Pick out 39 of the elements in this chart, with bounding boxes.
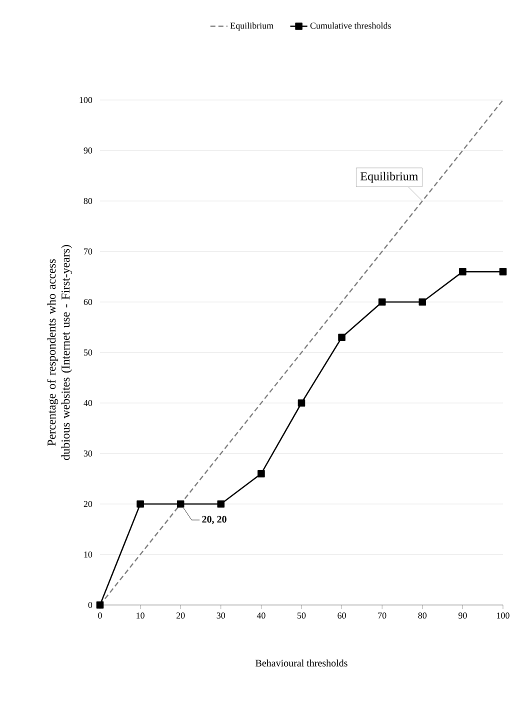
annotation: Equilibrium bbox=[360, 172, 418, 183]
point bbox=[459, 268, 466, 276]
y-tick-label: 40 bbox=[84, 400, 92, 406]
point bbox=[176, 500, 184, 508]
y-tick-label: 10 bbox=[84, 551, 92, 558]
point bbox=[338, 334, 346, 341]
point bbox=[96, 601, 104, 609]
y-tick-label: 70 bbox=[84, 248, 92, 255]
y-tick-label: 30 bbox=[84, 450, 92, 457]
x-tick-label: 100 bbox=[497, 612, 510, 619]
y-tick-label: 0 bbox=[88, 602, 92, 608]
point bbox=[136, 500, 144, 508]
y-tick-label: 90 bbox=[84, 147, 92, 154]
y-tick-label: 60 bbox=[84, 298, 92, 306]
x-tick-label: 40 bbox=[256, 612, 266, 619]
point bbox=[418, 298, 426, 306]
point bbox=[258, 470, 265, 478]
x-tick-label: 90 bbox=[458, 612, 467, 619]
point bbox=[378, 298, 386, 306]
x-tick-label: 30 bbox=[216, 612, 226, 619]
y-tick-label: 50 bbox=[84, 349, 92, 356]
y-axis-title: Percentage of respondents who access dubious websites (Internet use - First-years) bbox=[47, 245, 72, 460]
x-tick-label: 80 bbox=[418, 612, 427, 619]
x-tick-label: 50 bbox=[298, 612, 306, 619]
y-tick-label: 20 bbox=[84, 500, 92, 508]
legend-label: Equilibrium bbox=[230, 22, 274, 31]
legend-label: Cumulative thresholds bbox=[310, 22, 391, 29]
point bbox=[499, 268, 507, 276]
x-tick-label: 0 bbox=[98, 612, 102, 619]
x-tick-label: 20 bbox=[176, 612, 185, 619]
annotation: 20, 20 bbox=[202, 516, 226, 524]
x-tick-label: 60 bbox=[338, 612, 346, 619]
point bbox=[298, 399, 306, 407]
y-tick-label: 80 bbox=[84, 198, 92, 204]
x-tick-label: 10 bbox=[136, 612, 144, 619]
y-tick-label: 100 bbox=[80, 96, 92, 104]
point bbox=[217, 500, 225, 508]
x-axis-title: Behavioural thresholds bbox=[256, 659, 348, 666]
x-tick-label: 70 bbox=[378, 612, 386, 619]
